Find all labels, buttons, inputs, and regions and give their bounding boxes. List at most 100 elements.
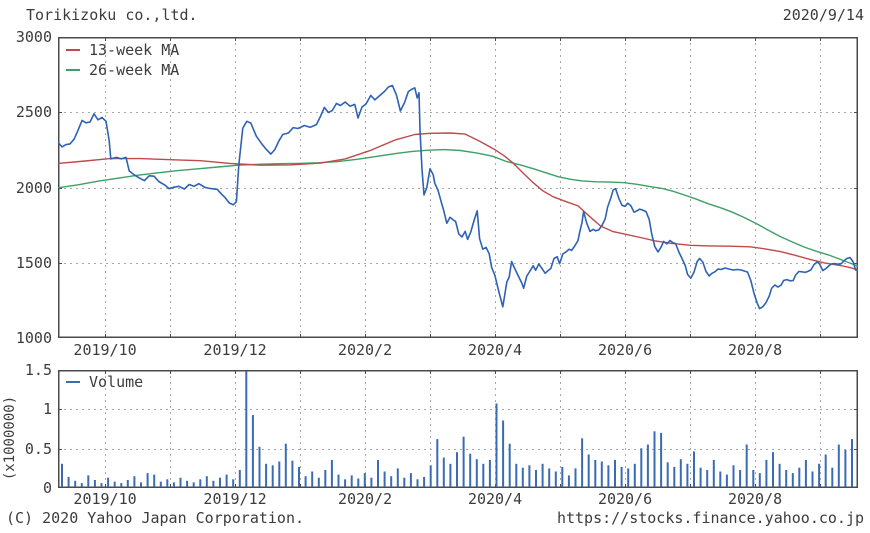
volume-bar bbox=[548, 468, 551, 487]
volume-bar bbox=[219, 477, 221, 487]
volume-bar bbox=[311, 471, 314, 487]
volume-bar bbox=[344, 479, 347, 487]
volume-bar bbox=[449, 463, 452, 487]
volume-x-tick-label: 2020/6 bbox=[597, 490, 653, 508]
volume-bar bbox=[159, 481, 162, 487]
volume-bar bbox=[653, 431, 656, 487]
volume-bar bbox=[251, 415, 254, 487]
volume-bar bbox=[521, 467, 524, 487]
volume-bar bbox=[377, 459, 379, 487]
volume-chart bbox=[58, 370, 858, 488]
volume-bar bbox=[133, 476, 136, 487]
volume-legend: Volume bbox=[66, 372, 143, 392]
volume-bar bbox=[541, 463, 544, 487]
volume-bar bbox=[515, 463, 518, 487]
volume-bar bbox=[416, 479, 419, 487]
volume-bar bbox=[317, 477, 320, 487]
price-y-tick-label: 3000 bbox=[15, 28, 52, 46]
volume-bar bbox=[363, 473, 366, 487]
volume-bar bbox=[396, 468, 399, 487]
volume-bar bbox=[719, 471, 722, 487]
volume-bar bbox=[607, 465, 610, 487]
volume-bar bbox=[100, 483, 103, 487]
volume-bar bbox=[330, 459, 333, 487]
volume-bar bbox=[238, 470, 241, 487]
volume-bar bbox=[245, 371, 248, 487]
volume-bar bbox=[370, 477, 373, 487]
volume-bar bbox=[699, 467, 702, 487]
volume-bar bbox=[153, 474, 156, 487]
volume-bar bbox=[660, 432, 663, 487]
volume-bar bbox=[324, 470, 327, 487]
legend-row-ma26: 26-week MA bbox=[66, 60, 179, 80]
volume-bar bbox=[225, 474, 228, 487]
volume-bar bbox=[574, 468, 577, 487]
volume-bar bbox=[488, 459, 491, 487]
volume-bar bbox=[587, 454, 590, 487]
price-legend: 13-week MA 26-week MA bbox=[66, 40, 179, 80]
plot-frame bbox=[58, 37, 858, 338]
volume-bar bbox=[851, 439, 853, 487]
volume-bar bbox=[528, 465, 531, 487]
price-y-tick-label: 2000 bbox=[15, 178, 52, 197]
volume-bar bbox=[686, 463, 689, 487]
volume-bar bbox=[390, 476, 393, 487]
volume-chart-svg bbox=[58, 370, 858, 488]
volume-bar bbox=[126, 480, 129, 487]
volume-bar bbox=[837, 444, 840, 487]
volume-bar bbox=[192, 482, 195, 487]
volume-y-tick-label: 0 bbox=[42, 479, 52, 497]
volume-bar bbox=[172, 482, 175, 487]
volume-y-tick-label: 0.5 bbox=[24, 439, 52, 458]
volume-bar bbox=[107, 477, 110, 487]
volume-bar bbox=[403, 477, 406, 487]
ma26-line-swatch bbox=[66, 69, 80, 71]
volume-bar bbox=[74, 480, 77, 487]
volume-bar bbox=[199, 479, 202, 487]
volume-x-tick-label: 2020/8 bbox=[727, 490, 783, 508]
volume-bar bbox=[811, 471, 814, 487]
price-x-tick-label: 2020/4 bbox=[467, 341, 523, 359]
volume-bar bbox=[554, 471, 557, 487]
price-x-tick-label: 2020/2 bbox=[337, 341, 393, 359]
volume-unit-label: (x1000000) bbox=[2, 395, 18, 481]
volume-bar bbox=[80, 483, 83, 487]
volume-bar bbox=[205, 476, 208, 487]
volume-bar bbox=[831, 467, 834, 487]
volume-bar bbox=[337, 474, 340, 487]
volume-bar bbox=[475, 459, 478, 487]
volume-bar bbox=[383, 471, 386, 487]
volume-bar bbox=[284, 443, 287, 487]
volume-bar bbox=[594, 459, 597, 487]
source-url[interactable]: https://stocks.finance.yahoo.co.jp bbox=[556, 509, 864, 527]
volume-legend-label: Volume bbox=[89, 373, 144, 391]
volume-x-tick-label: 2019/12 bbox=[203, 490, 267, 508]
plot-frame bbox=[58, 370, 858, 488]
volume-bar bbox=[640, 448, 643, 487]
volume-bar bbox=[772, 452, 774, 487]
volume-bar bbox=[535, 470, 537, 487]
volume-bar bbox=[732, 465, 735, 487]
volume-bar bbox=[673, 466, 676, 487]
volume-bar bbox=[113, 481, 116, 487]
price-x-tick-label: 2019/10 bbox=[73, 341, 137, 359]
volume-bar bbox=[265, 463, 268, 487]
price-y-tick-label: 1500 bbox=[15, 253, 52, 272]
volume-bar bbox=[693, 451, 695, 487]
volume-bar bbox=[745, 444, 748, 487]
volume-bar bbox=[298, 466, 300, 487]
volume-bar bbox=[456, 452, 458, 487]
date-label: 2020/9/14 bbox=[782, 6, 864, 24]
volume-bar bbox=[482, 463, 485, 487]
volume-bar bbox=[495, 403, 498, 487]
volume-bar bbox=[87, 475, 90, 487]
volume-bar bbox=[804, 459, 807, 487]
13-week-ma-line bbox=[58, 132, 858, 271]
volume-bar bbox=[785, 470, 788, 487]
price-y-tick-label: 1000 bbox=[15, 329, 52, 347]
legend-row-volume: Volume bbox=[66, 372, 143, 392]
volume-bar bbox=[798, 467, 801, 487]
volume-bar bbox=[67, 476, 70, 487]
volume-bar bbox=[278, 461, 281, 487]
